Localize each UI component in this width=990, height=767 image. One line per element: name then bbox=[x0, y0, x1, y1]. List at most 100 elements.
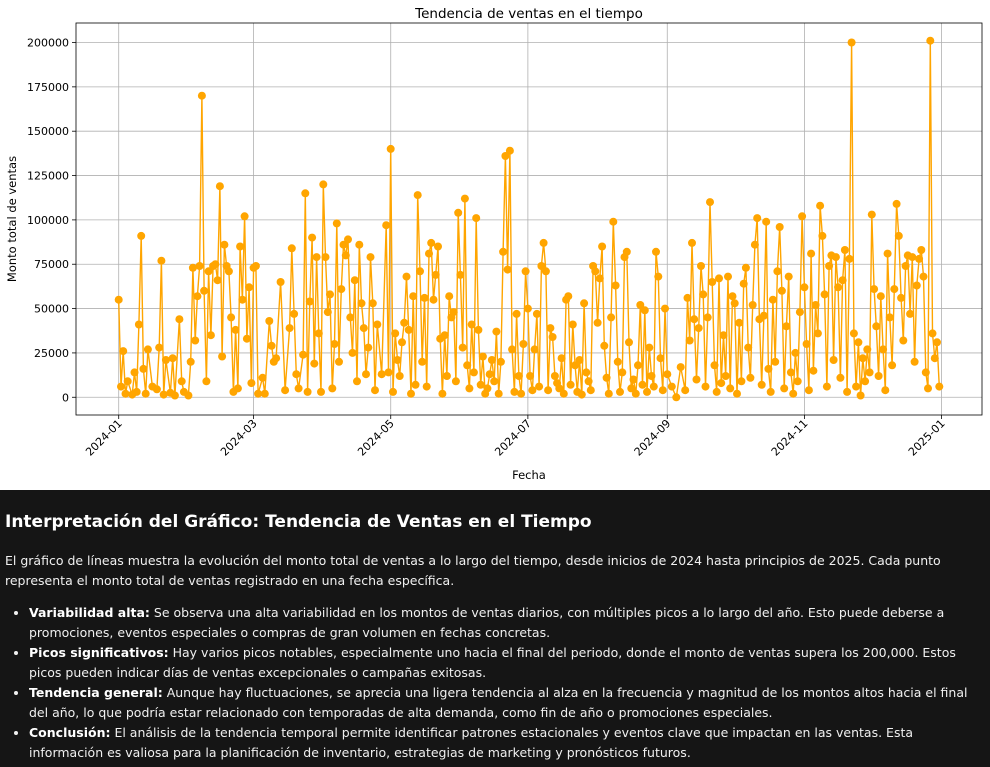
data-point bbox=[793, 377, 802, 386]
data-point bbox=[294, 384, 303, 393]
data-point bbox=[456, 270, 465, 279]
data-point bbox=[141, 389, 150, 398]
data-point bbox=[550, 372, 559, 380]
chart-title: Tendencia de ventas en el tiempo bbox=[414, 6, 643, 22]
list-item-text: Se observa una alta variabilidad en los … bbox=[29, 605, 945, 640]
data-point bbox=[114, 295, 123, 304]
data-point bbox=[350, 276, 359, 285]
data-point bbox=[766, 387, 775, 396]
list-item-label: Variabilidad alta: bbox=[29, 605, 150, 620]
data-point bbox=[564, 292, 573, 301]
data-point bbox=[879, 345, 888, 354]
data-point bbox=[469, 368, 478, 377]
data-point bbox=[544, 386, 553, 395]
list-item: Picos significativos: Hay varios picos n… bbox=[29, 643, 984, 683]
data-point bbox=[168, 354, 177, 363]
data-point bbox=[218, 352, 227, 361]
data-point bbox=[528, 386, 537, 395]
data-point bbox=[132, 387, 141, 396]
data-point bbox=[753, 214, 762, 223]
data-point bbox=[888, 361, 897, 370]
data-point bbox=[899, 336, 908, 345]
data-point bbox=[861, 377, 870, 386]
data-point bbox=[368, 299, 377, 308]
data-point bbox=[247, 379, 256, 388]
data-point bbox=[362, 370, 370, 379]
data-point bbox=[321, 253, 330, 262]
data-point bbox=[843, 387, 852, 396]
data-point bbox=[825, 262, 834, 270]
data-point bbox=[708, 278, 717, 286]
data-point bbox=[337, 285, 346, 294]
data-point bbox=[508, 345, 517, 354]
data-point bbox=[496, 357, 505, 366]
data-point bbox=[622, 247, 631, 256]
data-point bbox=[501, 152, 510, 160]
data-point bbox=[505, 146, 514, 155]
data-point bbox=[584, 377, 593, 386]
data-point bbox=[418, 357, 427, 366]
data-point bbox=[658, 386, 667, 395]
data-point bbox=[870, 285, 879, 294]
data-point bbox=[251, 262, 260, 270]
data-point bbox=[425, 249, 433, 258]
data-point bbox=[775, 223, 784, 231]
data-point bbox=[191, 336, 200, 345]
data-point bbox=[332, 219, 341, 228]
data-point bbox=[341, 251, 350, 260]
data-point bbox=[245, 283, 254, 292]
data-point bbox=[631, 389, 640, 398]
data-point bbox=[175, 315, 184, 324]
data-point bbox=[494, 389, 503, 398]
data-point bbox=[483, 384, 492, 393]
data-point bbox=[676, 363, 685, 372]
data-point bbox=[431, 270, 440, 279]
data-point bbox=[535, 382, 544, 391]
data-point bbox=[143, 345, 152, 354]
data-point bbox=[919, 272, 928, 281]
data-point bbox=[161, 356, 170, 364]
data-point bbox=[134, 320, 143, 329]
data-point bbox=[667, 382, 676, 391]
data-point bbox=[607, 313, 616, 322]
data-point bbox=[834, 283, 843, 292]
data-point bbox=[811, 301, 820, 309]
data-point bbox=[458, 343, 467, 352]
data-point bbox=[530, 345, 539, 354]
data-point bbox=[281, 386, 290, 395]
data-point bbox=[490, 377, 499, 386]
data-point bbox=[317, 387, 325, 396]
data-point bbox=[335, 357, 343, 366]
data-point bbox=[472, 214, 481, 223]
data-point bbox=[346, 313, 355, 322]
data-point bbox=[566, 380, 575, 389]
data-point bbox=[582, 368, 591, 377]
data-point bbox=[260, 389, 269, 398]
data-point bbox=[881, 386, 890, 395]
y-tick-label: 100000 bbox=[27, 214, 69, 227]
data-point bbox=[400, 318, 409, 327]
data-point bbox=[780, 384, 789, 393]
data-point bbox=[233, 384, 242, 393]
data-point bbox=[701, 382, 710, 391]
data-point bbox=[407, 389, 415, 398]
data-point bbox=[595, 274, 604, 283]
data-point bbox=[894, 231, 903, 240]
data-point bbox=[152, 385, 161, 394]
list-item-text: Hay varios picos notables, especialmente… bbox=[29, 645, 956, 680]
data-point bbox=[789, 389, 798, 398]
data-point bbox=[557, 354, 566, 363]
data-point bbox=[451, 377, 460, 386]
data-point bbox=[717, 379, 726, 388]
data-point bbox=[807, 249, 816, 258]
data-point bbox=[287, 244, 296, 253]
data-point bbox=[227, 313, 236, 322]
data-point bbox=[804, 386, 813, 395]
data-point bbox=[170, 391, 179, 400]
x-tick-label: 2025-01 bbox=[906, 417, 948, 459]
data-point bbox=[580, 299, 589, 308]
data-point bbox=[537, 262, 546, 270]
data-point bbox=[159, 390, 168, 399]
data-point bbox=[798, 212, 807, 221]
data-point bbox=[649, 382, 658, 391]
